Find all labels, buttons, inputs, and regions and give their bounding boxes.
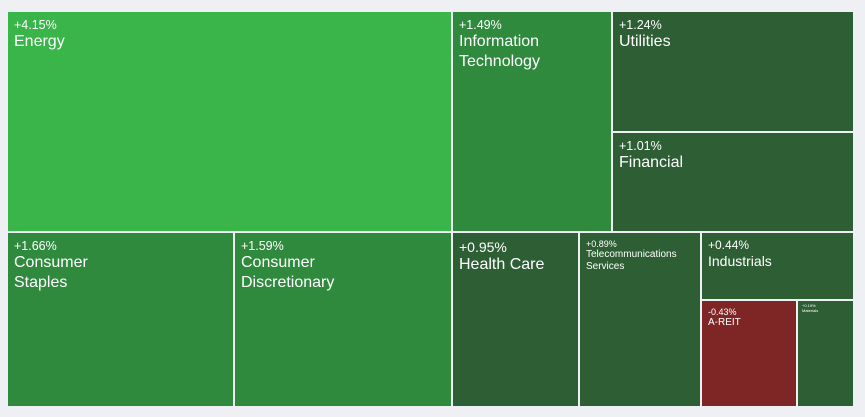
tile-sector-name: Energy [14, 33, 65, 51]
tile-sector-name: Materials [802, 307, 819, 313]
tile-change-label: +4.15% [14, 18, 57, 32]
tile-sector-name: Information Technology [459, 33, 540, 70]
tile-change-label: +0.89% [586, 239, 617, 249]
tile-utilities[interactable]: +1.24% Utilities [613, 12, 853, 131]
tile-change-label: +1.49% [459, 18, 502, 32]
tile-industrials[interactable]: +0.44% Industrials [702, 233, 853, 299]
tile-telecommunications-services[interactable]: +0.89% Telecommunications Services [580, 233, 700, 406]
tile-change-label: -0.43% [708, 307, 737, 317]
tile-sector-name: Consumer Staples [14, 254, 88, 291]
tile-consumer-staples[interactable]: +1.66% Consumer Staples [8, 233, 233, 406]
tile-financial[interactable]: +1.01% Financial [613, 133, 853, 231]
tile-change-label: +0.95% [459, 239, 507, 255]
tile-information-technology[interactable]: +1.49% Information Technology [453, 12, 611, 231]
tile-change-label: +1.01% [619, 139, 662, 153]
tile-sector-name: A-REIT [708, 317, 741, 329]
tile-health-care[interactable]: +0.95% Health Care [453, 233, 578, 406]
tile-change-label: +1.59% [241, 239, 284, 253]
tile-materials[interactable]: +0.19% Materials [798, 301, 853, 406]
tile-sector-name: Industrials [708, 252, 772, 269]
tile-sector-name: Health Care [459, 256, 545, 274]
tile-a-reit[interactable]: -0.43% A-REIT [702, 301, 796, 406]
tile-sector-name: Telecommunications Services [586, 249, 677, 273]
tile-change-label: +0.19% [802, 303, 816, 308]
tile-energy[interactable]: +4.15% Energy [8, 12, 451, 231]
tile-consumer-discretionary[interactable]: +1.59% Consumer Discretionary [235, 233, 451, 406]
tile-sector-name: Consumer Discretionary [241, 254, 335, 291]
tile-change-label: +1.66% [14, 239, 57, 253]
tile-change-label: +1.24% [619, 18, 662, 32]
tile-change-label: +0.44% [708, 238, 750, 252]
tile-sector-name: Utilities [619, 33, 671, 51]
tile-sector-name: Financial [619, 154, 684, 172]
